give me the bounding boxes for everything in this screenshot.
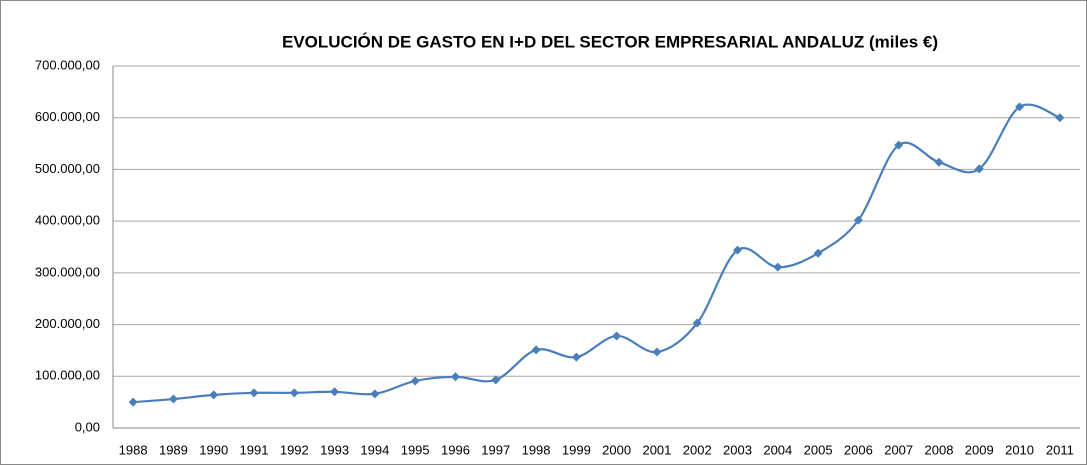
data-point (853, 215, 863, 225)
x-tick-label: 2004 (763, 442, 792, 457)
x-tick-label: 1994 (360, 442, 389, 457)
data-point (652, 347, 662, 357)
y-tick-label: 700.000,00 (35, 57, 100, 72)
data-point (1055, 113, 1065, 123)
data-point (209, 390, 219, 400)
x-tick-label: 1993 (320, 442, 349, 457)
x-tick-label: 1992 (280, 442, 309, 457)
data-point (813, 248, 823, 258)
x-tick-label: 1996 (441, 442, 470, 457)
x-tick-label: 1990 (199, 442, 228, 457)
data-point (1015, 102, 1025, 112)
x-tick-label: 2001 (642, 442, 671, 457)
x-tick-label: 2010 (1005, 442, 1034, 457)
x-tick-label: 2002 (683, 442, 712, 457)
data-point (168, 394, 178, 404)
x-tick-label: 2008 (925, 442, 954, 457)
data-point (450, 372, 460, 382)
x-tick-label: 2011 (1046, 442, 1074, 457)
data-point (733, 245, 743, 255)
data-point (974, 164, 984, 174)
data-point (410, 376, 420, 386)
y-tick-label: 200.000,00 (35, 316, 100, 331)
data-point (249, 388, 259, 398)
data-point (491, 375, 501, 385)
data-point (571, 352, 581, 362)
data-point (773, 262, 783, 272)
x-tick-label: 2003 (723, 442, 752, 457)
x-tick-label: 2000 (602, 442, 631, 457)
data-point (612, 331, 622, 341)
y-tick-label: 600.000,00 (35, 109, 100, 124)
x-tick-label: 2007 (884, 442, 913, 457)
data-point (934, 157, 944, 167)
data-point (894, 140, 904, 150)
data-point (128, 397, 138, 407)
data-point (289, 388, 299, 398)
data-point (370, 389, 380, 399)
x-tick-label: 1989 (159, 442, 188, 457)
y-tick-label: 0,00 (75, 419, 100, 434)
data-point (330, 387, 340, 397)
x-tick-label: 2006 (844, 442, 873, 457)
y-tick-label: 300.000,00 (35, 264, 100, 279)
data-point (531, 345, 541, 355)
chart-title: EVOLUCIÓN DE GASTO EN I+D DEL SECTOR EMP… (282, 32, 938, 51)
data-point (692, 318, 702, 328)
x-tick-label: 1999 (562, 442, 591, 457)
x-tick-label: 2009 (965, 442, 994, 457)
y-tick-label: 500.000,00 (35, 161, 100, 176)
x-tick-label: 1995 (401, 442, 430, 457)
x-tick-label: 1998 (522, 442, 551, 457)
x-tick-label: 1988 (119, 442, 148, 457)
y-tick-label: 400.000,00 (35, 213, 100, 228)
y-tick-label: 100.000,00 (35, 368, 100, 383)
x-tick-label: 2005 (804, 442, 833, 457)
x-tick-label: 1991 (240, 442, 269, 457)
x-tick-label: 1997 (481, 442, 510, 457)
